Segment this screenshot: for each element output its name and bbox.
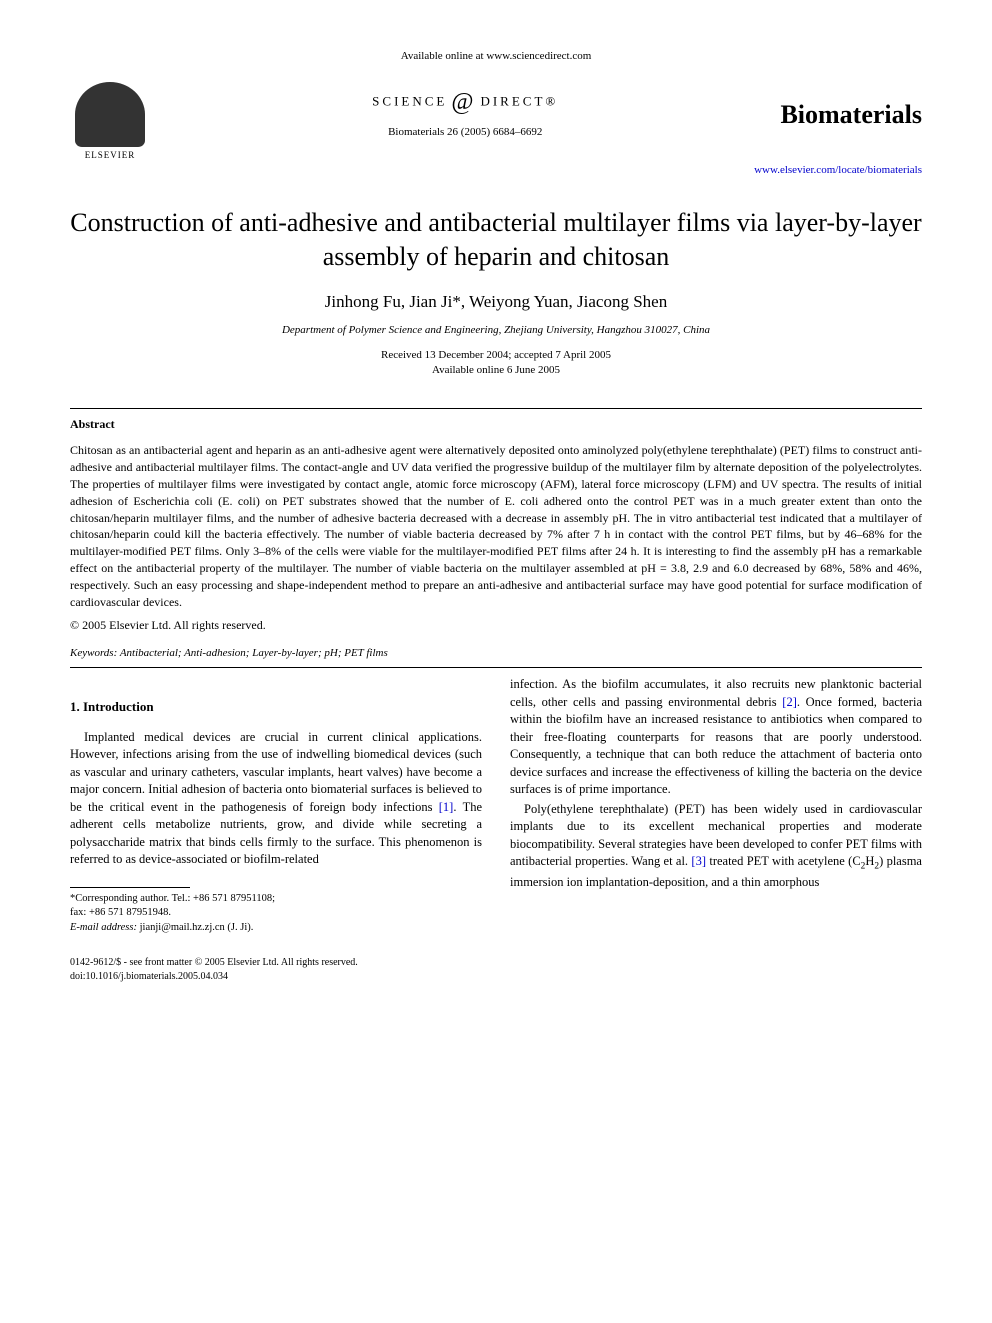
- corr-tel: +86 571 87951108;: [193, 893, 275, 904]
- abstract-copyright: © 2005 Elsevier Ltd. All rights reserved…: [70, 618, 922, 633]
- header-row: ELSEVIER SCIENCE @ DIRECT® Biomaterials 26…: [70, 70, 922, 160]
- header-right: Biomaterials: [780, 100, 922, 130]
- column-left: 1. Introduction Implanted medical device…: [70, 676, 482, 935]
- email-value: jianji@mail.hz.zj.cn (J. Ji).: [140, 922, 254, 933]
- footnote-separator: [70, 887, 190, 888]
- footer-info: 0142-9612/$ - see front matter © 2005 El…: [70, 956, 922, 984]
- divider-top: [70, 408, 922, 409]
- divider-bottom: [70, 667, 922, 668]
- affiliation: Department of Polymer Science and Engine…: [70, 324, 922, 336]
- sd-left: SCIENCE: [372, 93, 447, 108]
- intro-para-1-cont: infection. As the biofilm accumulates, i…: [510, 676, 922, 799]
- fax-label: fax:: [70, 907, 89, 918]
- citation-text: Biomaterials 26 (2005) 6684–6692: [372, 126, 558, 138]
- corr-label: *Corresponding author. Tel.:: [70, 893, 193, 904]
- abstract-heading: Abstract: [70, 417, 922, 432]
- intro-para-1: Implanted medical devices are crucial in…: [70, 729, 482, 869]
- elsevier-tree-icon: [75, 82, 145, 147]
- sd-right: DIRECT®: [480, 93, 558, 108]
- intro-para-2: Poly(ethylene terephthalate) (PET) has b…: [510, 801, 922, 892]
- email-label: E-mail address:: [70, 922, 137, 933]
- abstract-body: Chitosan as an antibacterial agent and h…: [70, 442, 922, 610]
- footer-doi: doi:10.1016/j.biomaterials.2005.04.034: [70, 970, 922, 984]
- footer-line1: 0142-9612/$ - see front matter © 2005 El…: [70, 956, 922, 970]
- keywords-line: Keywords: Antibacterial; Anti-adhesion; …: [70, 647, 922, 659]
- article-dates: Received 13 December 2004; accepted 7 Ap…: [70, 348, 922, 379]
- intro-heading: 1. Introduction: [70, 698, 482, 716]
- sciencedirect-logo: SCIENCE @ DIRECT®: [372, 89, 558, 116]
- elsevier-label: ELSEVIER: [85, 150, 136, 160]
- journal-title: Biomaterials: [780, 100, 922, 130]
- received-date: Received 13 December 2004; accepted 7 Ap…: [70, 348, 922, 363]
- corresponding-author-footnote: *Corresponding author. Tel.: +86 571 879…: [70, 892, 482, 936]
- ref-link-3[interactable]: [3]: [691, 854, 706, 868]
- keywords-label: Keywords:: [70, 647, 117, 659]
- ref-link-2[interactable]: [2]: [782, 695, 797, 709]
- column-right: infection. As the biofilm accumulates, i…: [510, 676, 922, 935]
- sd-at-icon: @: [451, 89, 476, 115]
- keywords-values: Antibacterial; Anti-adhesion; Layer-by-l…: [120, 647, 388, 659]
- authors-list: Jinhong Fu, Jian Ji*, Weiyong Yuan, Jiac…: [70, 292, 922, 312]
- header-center: SCIENCE @ DIRECT® Biomaterials 26 (2005) 6…: [372, 89, 558, 142]
- journal-url-link[interactable]: www.elsevier.com/locate/biomaterials: [70, 164, 922, 176]
- elsevier-logo: ELSEVIER: [70, 70, 150, 160]
- available-online-text: Available online at www.sciencedirect.co…: [70, 50, 922, 62]
- article-title: Construction of anti-adhesive and antiba…: [70, 206, 922, 274]
- fax-value: +86 571 87951948.: [89, 907, 171, 918]
- two-column-body: 1. Introduction Implanted medical device…: [70, 676, 922, 935]
- ref-link-1[interactable]: [1]: [439, 800, 454, 814]
- available-date: Available online 6 June 2005: [70, 363, 922, 378]
